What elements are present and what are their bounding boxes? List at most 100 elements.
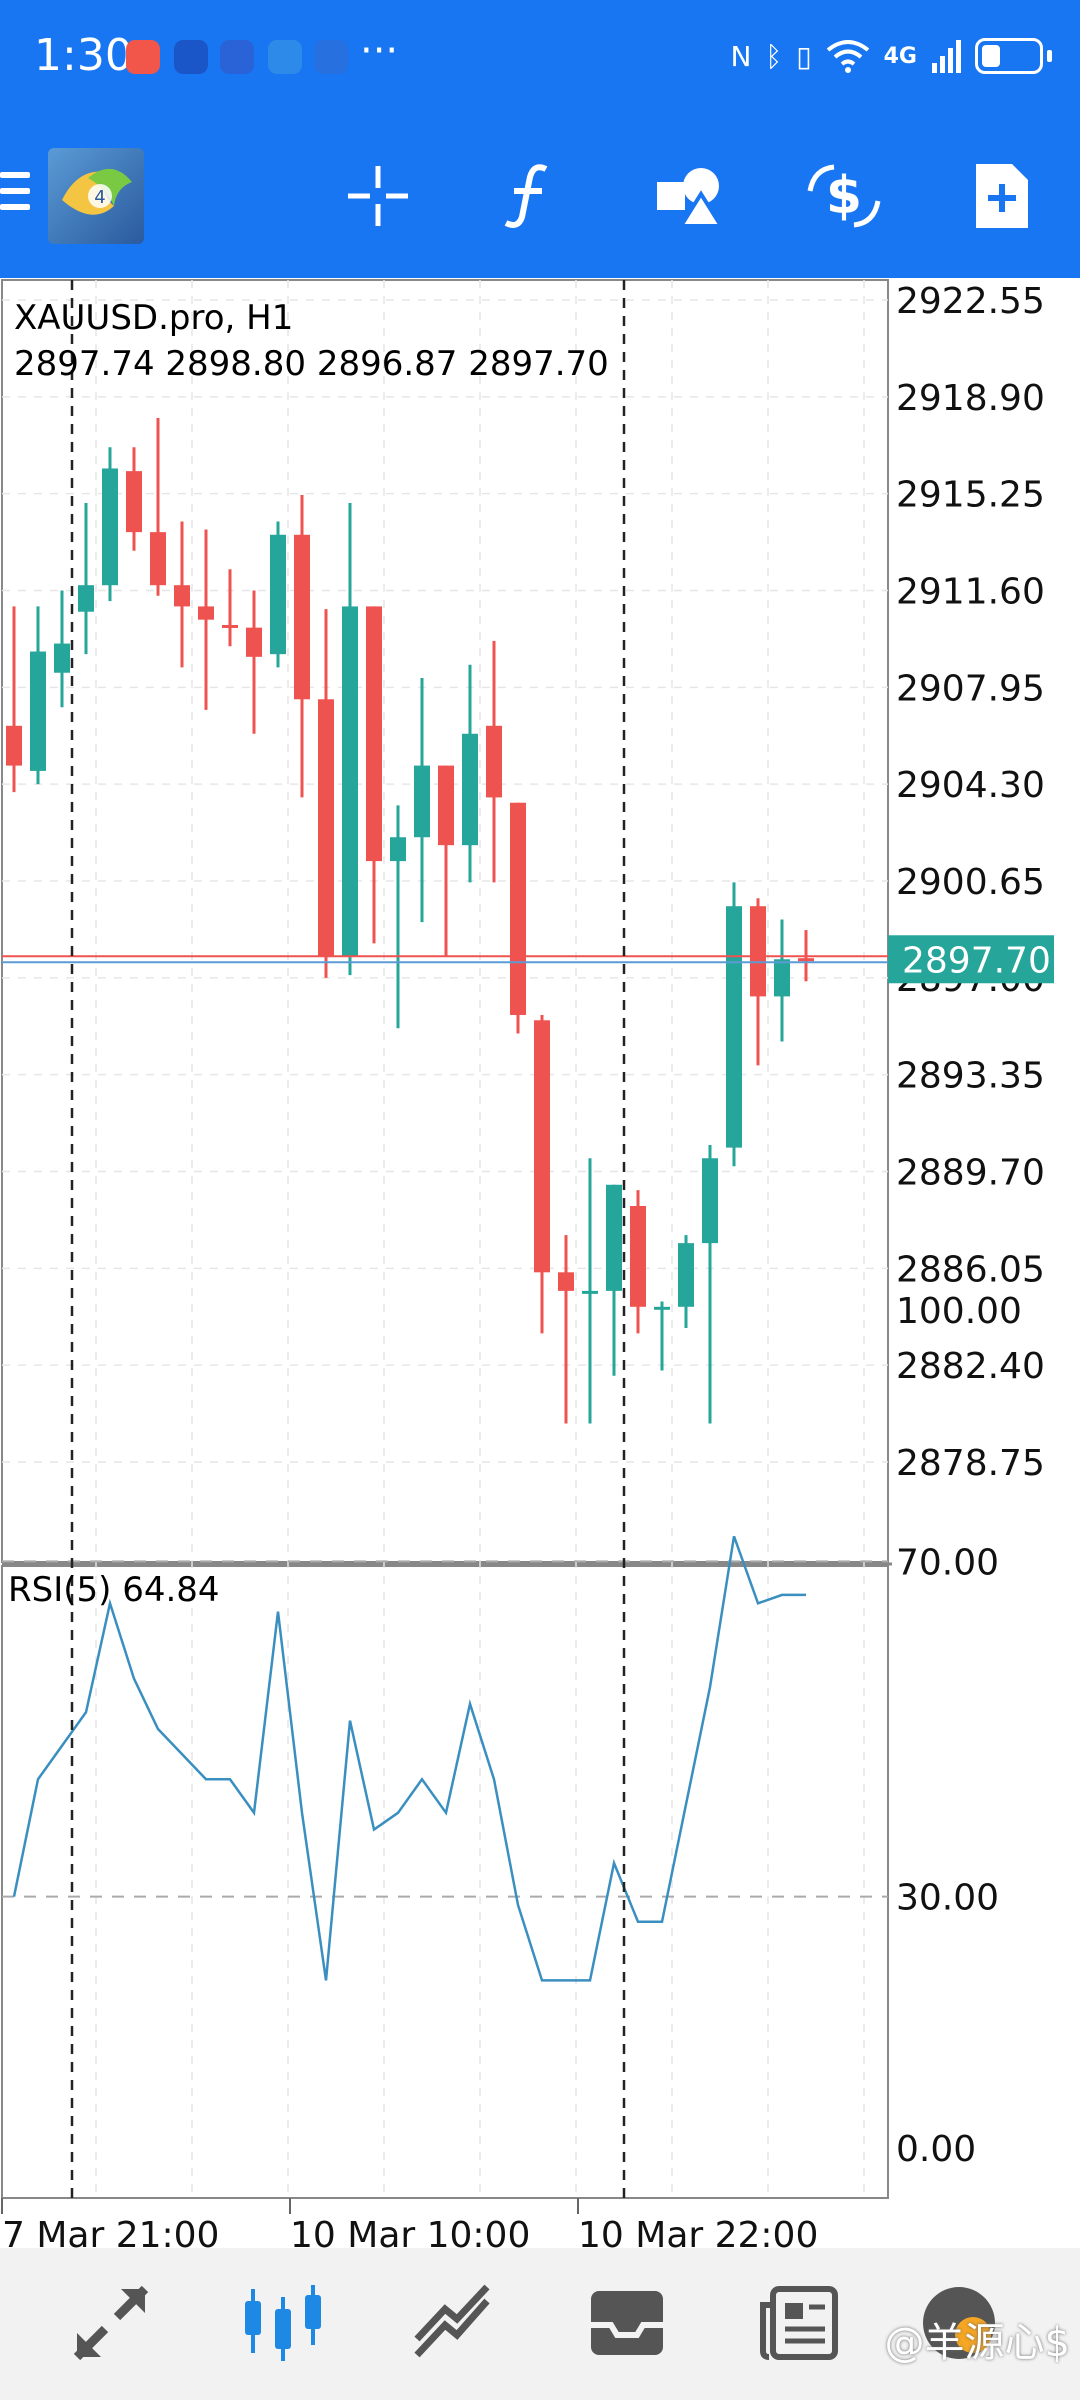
price-tick-label: 2915.25 <box>896 475 1045 516</box>
battery-tip <box>1047 50 1052 62</box>
nav-messages[interactable] <box>904 2268 1014 2378</box>
current-price-label: 2897.70 <box>902 940 1051 981</box>
price-tick-label: 2900.65 <box>896 862 1045 903</box>
indicators-button[interactable] <box>480 150 580 242</box>
battery-icon <box>975 38 1043 74</box>
vibrate-icon: ▯ <box>796 39 812 73</box>
candle-body <box>534 1020 550 1273</box>
candle-body <box>582 1290 598 1294</box>
status-time: 1:30 <box>34 30 133 81</box>
rsi-tick-label: 30.00 <box>896 1878 999 1919</box>
price-tick-label: 2878.75 <box>896 1443 1045 1484</box>
candle-body <box>318 699 334 957</box>
price-chart[interactable]: 2922.55 2918.90 2915.25 2911.60 2907.95 2904.… <box>0 278 1080 2248</box>
candle-body <box>222 624 238 628</box>
candle-body <box>726 906 742 1148</box>
history-icon <box>591 2291 663 2355</box>
new-order-button[interactable] <box>952 150 1052 242</box>
notification-w-icon <box>174 40 208 74</box>
candle-body <box>54 643 70 673</box>
candle-body <box>246 627 262 657</box>
candle-body <box>702 1158 718 1244</box>
crosshair-icon <box>348 166 408 226</box>
messages-icon <box>923 2287 995 2359</box>
nfc-icon: N <box>730 39 752 73</box>
objects-icon <box>657 168 725 228</box>
nav-chart[interactable] <box>228 2268 338 2378</box>
rsi-tick-label: 100.00 <box>896 1291 1022 1332</box>
watermark-text: @羊源心$ <box>884 2320 1070 2366</box>
candle-body <box>438 765 454 846</box>
candle-body <box>294 534 310 700</box>
time-tick-label: 10 Mar 10:00 <box>290 2215 530 2248</box>
function-icon <box>504 164 548 228</box>
trade-button[interactable]: $ <box>794 150 894 242</box>
notification-bulb-icon <box>314 40 348 74</box>
rsi-pane-frame <box>1 1565 889 2199</box>
candle-body <box>750 906 766 997</box>
candle-body <box>390 837 406 862</box>
chart-symbol: XAUUSD.pro, H1 <box>14 298 294 338</box>
network-type: 4G <box>883 43 917 69</box>
chart-area[interactable]: 2922.55 2918.90 2915.25 2911.60 2907.95 2904.… <box>0 278 1080 2248</box>
candle-body <box>414 765 430 838</box>
objects-button[interactable] <box>640 150 740 242</box>
price-tick-label: 2922.55 <box>896 281 1045 322</box>
time-tick-label: 10 Mar 22:00 <box>578 2215 818 2248</box>
candle-body <box>174 585 190 607</box>
quotes-icon <box>73 2285 149 2361</box>
candle-body <box>102 468 118 586</box>
price-tick-label: 2893.35 <box>896 1056 1045 1097</box>
bottom-navigation: @羊源心$ <box>0 2248 1080 2400</box>
candle-body <box>342 606 358 957</box>
time-tick-label: 7 Mar 21:00 <box>2 2215 219 2248</box>
price-tick-label: 2889.70 <box>896 1153 1045 1194</box>
candle-body <box>126 471 142 533</box>
svg-text:4: 4 <box>94 187 105 208</box>
rsi-label: RSI(5) 64.84 <box>8 1570 220 1610</box>
candle-body <box>30 651 46 771</box>
wifi-icon <box>826 40 869 73</box>
new-order-icon <box>976 164 1028 228</box>
more-notifications-icon: ··· <box>360 28 399 74</box>
price-tick-label: 2911.60 <box>896 572 1045 613</box>
app-header: 1:30 ··· N ᛒ ▯ 4G 4 <box>0 0 1080 278</box>
news-icon <box>760 2286 838 2360</box>
candle-body <box>462 733 478 846</box>
rsi-tick-label: 0.00 <box>896 2129 976 2170</box>
trade-icon: $ <box>807 164 881 228</box>
notification-app-icon <box>126 40 160 74</box>
notification-shield-icon <box>220 40 254 74</box>
candle-body <box>198 606 214 620</box>
candle-body <box>630 1205 646 1307</box>
candle-body <box>510 802 526 1015</box>
candle-body <box>774 959 790 997</box>
nav-news[interactable] <box>744 2268 854 2378</box>
candle-body <box>6 725 22 766</box>
crosshair-button[interactable] <box>328 150 428 242</box>
nav-history[interactable] <box>572 2268 682 2378</box>
menu-icon[interactable] <box>0 172 30 212</box>
candle-body <box>366 606 382 862</box>
status-indicators: N ᛒ ▯ 4G <box>730 32 1052 80</box>
price-tick-label: 2904.30 <box>896 765 1045 806</box>
candle-body <box>798 958 814 962</box>
candle-body <box>78 585 94 612</box>
candle-body <box>606 1184 622 1291</box>
app-logo-icon: 4 <box>48 148 144 244</box>
chart-icon <box>245 2285 321 2361</box>
candle-body <box>678 1243 694 1307</box>
trade-icon <box>414 2284 490 2358</box>
svg-text:$: $ <box>826 166 862 226</box>
candle-body <box>558 1272 574 1291</box>
current-price-tag <box>888 935 1054 984</box>
price-tick-label: 2886.05 <box>896 1249 1045 1290</box>
candle-body <box>486 725 502 798</box>
nav-trade[interactable] <box>398 2268 508 2378</box>
nav-quotes[interactable] <box>56 2268 166 2378</box>
price-tick-label: 2918.90 <box>896 378 1045 419</box>
candle-body <box>150 532 166 586</box>
chart-ohlc: 2897.74 2898.80 2896.87 2897.70 <box>14 344 609 384</box>
price-tick-label: 2882.40 <box>896 1346 1045 1387</box>
candle-body <box>270 534 286 655</box>
